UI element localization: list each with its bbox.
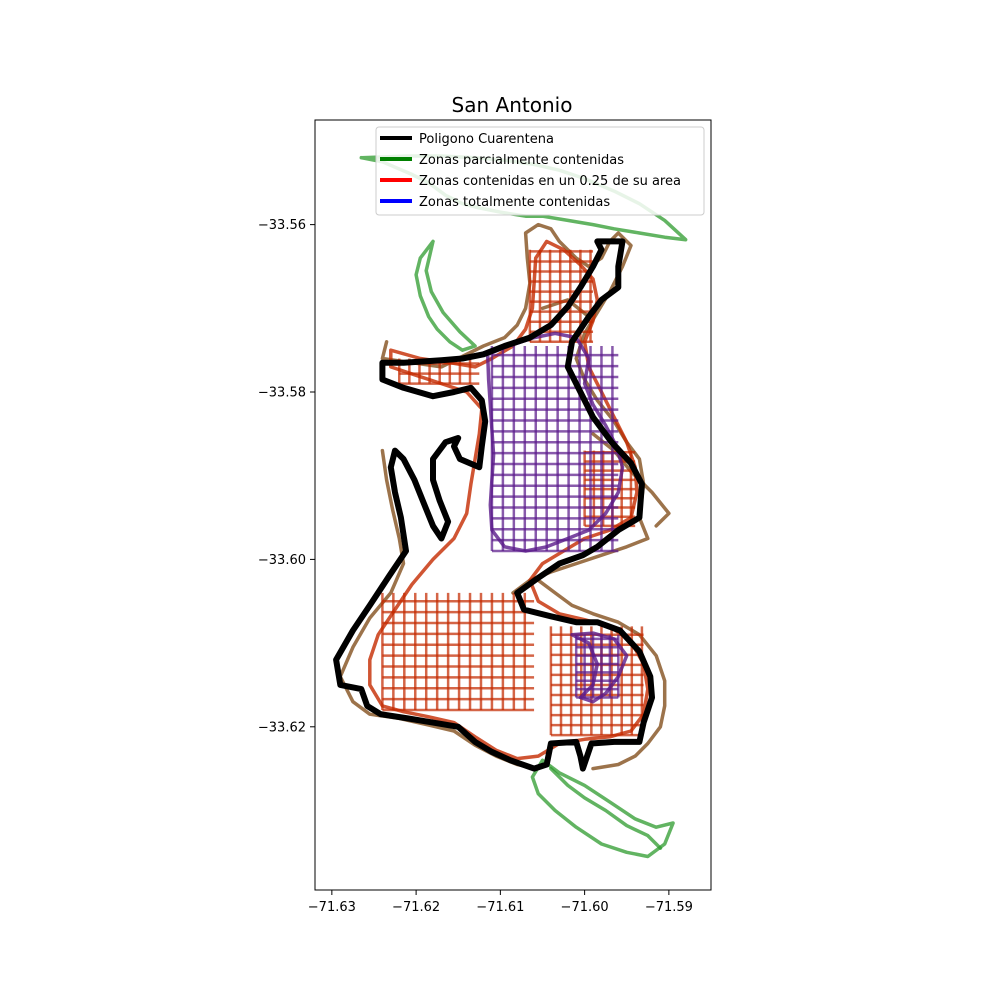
chart-title: San Antonio: [452, 93, 573, 117]
x-tick-label: −71.62: [392, 900, 440, 915]
y-tick-label: −33.60: [258, 553, 306, 568]
x-tick-label: −71.59: [645, 900, 693, 915]
legend-label-quarantine: Poligono Cuarentena: [419, 132, 554, 147]
street-grid-total: [574, 634, 620, 699]
y-tick-label: −33.58: [258, 386, 306, 401]
zone-outline-partial: [549, 766, 663, 850]
street-grid-total: [490, 345, 619, 553]
legend-label-partial: Zonas parcialmente contenidas: [419, 153, 624, 168]
y-tick-label: −33.56: [258, 218, 306, 233]
zone-outline-quarter_outline: [380, 222, 650, 595]
street-grid-quarter: [381, 592, 535, 712]
x-tick-label: −71.63: [308, 900, 356, 915]
y-tick-label: −33.62: [258, 720, 306, 735]
x-tick-label: −71.60: [561, 900, 609, 915]
legend-label-quarter: Zonas contenidas en un 0.25 de su area: [419, 174, 681, 189]
zone-outline-partial: [414, 239, 477, 352]
zone-outline-partial: [530, 758, 675, 859]
legend-box: [375, 126, 705, 216]
layer-quarantine: [333, 238, 655, 772]
y-axis: −33.56 −33.58 −33.60 −33.62: [258, 218, 315, 735]
zone-outline-quarter_outline: [536, 578, 667, 771]
legend: Poligono Cuarentena Zonas parcialmente c…: [375, 126, 705, 216]
zone-outline-quarantine: [333, 238, 655, 772]
layer-total: [485, 331, 629, 704]
zone-outline-total: [485, 331, 625, 553]
map-layers: [333, 154, 688, 859]
plot-frame: [314, 119, 712, 891]
x-tick-label: −71.61: [476, 900, 524, 915]
x-axis: −71.63 −71.62 −71.61 −71.60 −71.59: [308, 890, 693, 915]
legend-label-total: Zonas totalmente contenidas: [419, 195, 610, 210]
